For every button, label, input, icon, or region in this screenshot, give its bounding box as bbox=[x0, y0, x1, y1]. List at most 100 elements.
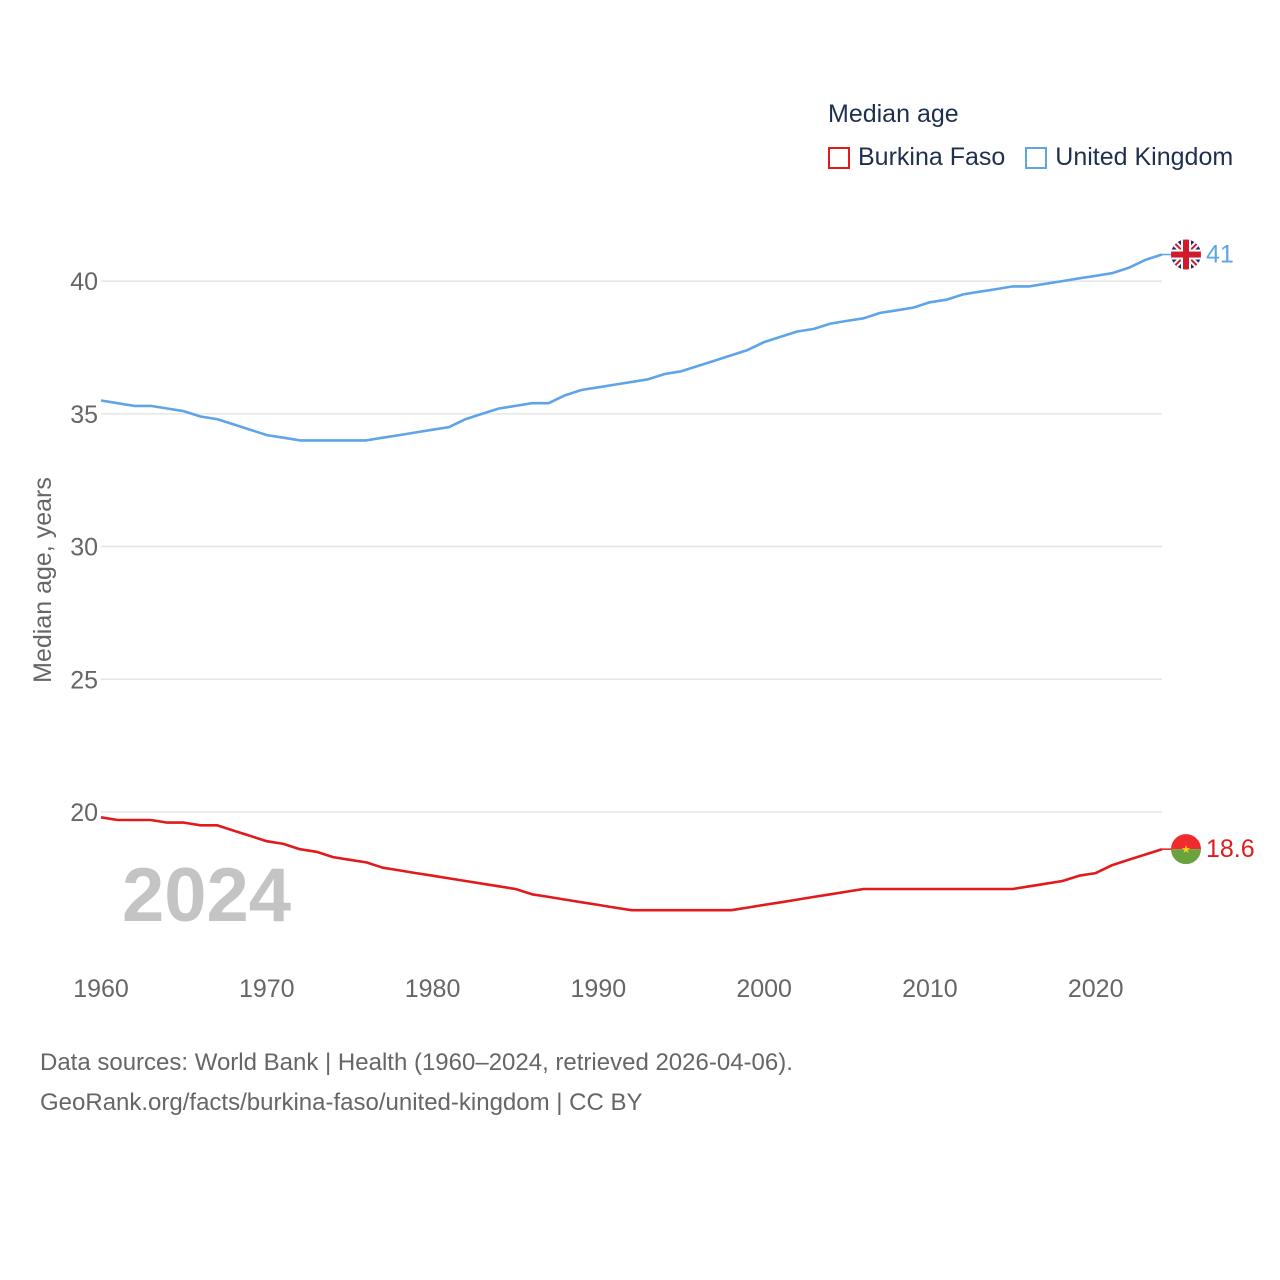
data-point-united-kingdom[interactable] bbox=[546, 400, 552, 406]
data-point-united-kingdom[interactable] bbox=[993, 286, 999, 292]
data-point-united-kingdom[interactable] bbox=[977, 289, 983, 295]
data-point-united-kingdom[interactable] bbox=[529, 400, 535, 406]
data-point-burkina-faso[interactable] bbox=[1043, 881, 1049, 887]
data-point-united-kingdom[interactable] bbox=[264, 432, 270, 438]
data-point-burkina-faso[interactable] bbox=[280, 841, 286, 847]
data-point-burkina-faso[interactable] bbox=[1142, 851, 1148, 857]
data-point-united-kingdom[interactable] bbox=[479, 411, 485, 417]
data-point-united-kingdom[interactable] bbox=[877, 310, 883, 316]
data-point-burkina-faso[interactable] bbox=[678, 907, 684, 913]
data-point-burkina-faso[interactable] bbox=[1126, 857, 1132, 863]
data-point-united-kingdom[interactable] bbox=[380, 435, 386, 441]
data-point-united-kingdom[interactable] bbox=[861, 315, 867, 321]
data-point-united-kingdom[interactable] bbox=[247, 427, 253, 433]
data-point-united-kingdom[interactable] bbox=[1142, 257, 1148, 263]
data-point-burkina-faso[interactable] bbox=[562, 897, 568, 903]
data-point-united-kingdom[interactable] bbox=[1026, 283, 1032, 289]
data-point-burkina-faso[interactable] bbox=[827, 891, 833, 897]
data-point-united-kingdom[interactable] bbox=[711, 358, 717, 364]
data-point-united-kingdom[interactable] bbox=[662, 371, 668, 377]
data-point-burkina-faso[interactable] bbox=[479, 881, 485, 887]
data-point-burkina-faso[interactable] bbox=[943, 886, 949, 892]
data-point-united-kingdom[interactable] bbox=[148, 403, 154, 409]
data-point-burkina-faso[interactable] bbox=[993, 886, 999, 892]
data-point-burkina-faso[interactable] bbox=[297, 846, 303, 852]
data-point-burkina-faso[interactable] bbox=[645, 907, 651, 913]
data-point-united-kingdom[interactable] bbox=[131, 403, 137, 409]
data-point-burkina-faso[interactable] bbox=[164, 820, 170, 826]
data-point-burkina-faso[interactable] bbox=[1093, 870, 1099, 876]
legend-item-united-kingdom[interactable]: United Kingdom bbox=[1025, 143, 1233, 172]
data-point-united-kingdom[interactable] bbox=[695, 363, 701, 369]
data-point-burkina-faso[interactable] bbox=[595, 902, 601, 908]
data-point-burkina-faso[interactable] bbox=[446, 875, 452, 881]
data-point-united-kingdom[interactable] bbox=[960, 291, 966, 297]
data-point-united-kingdom[interactable] bbox=[794, 329, 800, 335]
data-point-burkina-faso[interactable] bbox=[231, 828, 237, 834]
data-point-burkina-faso[interactable] bbox=[960, 886, 966, 892]
data-point-burkina-faso[interactable] bbox=[711, 907, 717, 913]
data-point-united-kingdom[interactable] bbox=[844, 318, 850, 324]
data-point-burkina-faso[interactable] bbox=[430, 873, 436, 879]
data-point-united-kingdom[interactable] bbox=[579, 387, 585, 393]
data-point-united-kingdom[interactable] bbox=[496, 406, 502, 412]
data-point-burkina-faso[interactable] bbox=[181, 820, 187, 826]
data-point-united-kingdom[interactable] bbox=[678, 368, 684, 374]
data-point-burkina-faso[interactable] bbox=[1060, 878, 1066, 884]
data-point-burkina-faso[interactable] bbox=[579, 899, 585, 905]
data-point-united-kingdom[interactable] bbox=[562, 392, 568, 398]
data-point-united-kingdom[interactable] bbox=[595, 384, 601, 390]
data-point-united-kingdom[interactable] bbox=[1076, 275, 1082, 281]
data-point-burkina-faso[interactable] bbox=[148, 817, 154, 823]
data-point-burkina-faso[interactable] bbox=[629, 907, 635, 913]
data-point-burkina-faso[interactable] bbox=[894, 886, 900, 892]
data-point-burkina-faso[interactable] bbox=[612, 905, 618, 911]
data-point-united-kingdom[interactable] bbox=[1109, 270, 1115, 276]
data-point-united-kingdom[interactable] bbox=[280, 435, 286, 441]
data-point-united-kingdom[interactable] bbox=[347, 437, 353, 443]
data-point-burkina-faso[interactable] bbox=[1109, 862, 1115, 868]
data-point-united-kingdom[interactable] bbox=[197, 413, 203, 419]
data-point-united-kingdom[interactable] bbox=[413, 429, 419, 435]
data-point-united-kingdom[interactable] bbox=[1043, 281, 1049, 287]
data-point-burkina-faso[interactable] bbox=[877, 886, 883, 892]
data-point-united-kingdom[interactable] bbox=[396, 432, 402, 438]
data-point-burkina-faso[interactable] bbox=[247, 833, 253, 839]
data-point-burkina-faso[interactable] bbox=[794, 897, 800, 903]
series-line-burkina-faso[interactable] bbox=[100, 816, 1163, 912]
data-point-burkina-faso[interactable] bbox=[778, 899, 784, 905]
data-point-united-kingdom[interactable] bbox=[512, 403, 518, 409]
data-point-burkina-faso[interactable] bbox=[314, 849, 320, 855]
data-point-united-kingdom[interactable] bbox=[612, 382, 618, 388]
data-point-united-kingdom[interactable] bbox=[894, 307, 900, 313]
data-point-burkina-faso[interactable] bbox=[131, 817, 137, 823]
series-line-united-kingdom[interactable] bbox=[100, 253, 1163, 442]
data-point-burkina-faso[interactable] bbox=[347, 857, 353, 863]
data-point-burkina-faso[interactable] bbox=[910, 886, 916, 892]
data-point-united-kingdom[interactable] bbox=[1010, 283, 1016, 289]
data-point-burkina-faso[interactable] bbox=[264, 838, 270, 844]
data-point-burkina-faso[interactable] bbox=[512, 886, 518, 892]
data-point-burkina-faso[interactable] bbox=[977, 886, 983, 892]
data-point-burkina-faso[interactable] bbox=[728, 907, 734, 913]
data-point-burkina-faso[interactable] bbox=[546, 894, 552, 900]
data-point-burkina-faso[interactable] bbox=[496, 883, 502, 889]
data-point-united-kingdom[interactable] bbox=[330, 437, 336, 443]
legend-item-burkina-faso[interactable]: Burkina Faso bbox=[828, 143, 1005, 172]
data-point-burkina-faso[interactable] bbox=[98, 814, 104, 820]
data-point-united-kingdom[interactable] bbox=[314, 437, 320, 443]
data-point-united-kingdom[interactable] bbox=[943, 297, 949, 303]
data-point-united-kingdom[interactable] bbox=[463, 416, 469, 422]
data-point-burkina-faso[interactable] bbox=[1010, 886, 1016, 892]
data-point-burkina-faso[interactable] bbox=[396, 867, 402, 873]
data-point-burkina-faso[interactable] bbox=[745, 905, 751, 911]
data-point-united-kingdom[interactable] bbox=[214, 416, 220, 422]
data-point-united-kingdom[interactable] bbox=[297, 437, 303, 443]
data-point-burkina-faso[interactable] bbox=[662, 907, 668, 913]
data-point-united-kingdom[interactable] bbox=[778, 334, 784, 340]
data-point-burkina-faso[interactable] bbox=[861, 886, 867, 892]
data-point-united-kingdom[interactable] bbox=[811, 326, 817, 332]
data-point-burkina-faso[interactable] bbox=[1076, 873, 1082, 879]
data-point-burkina-faso[interactable] bbox=[761, 902, 767, 908]
data-point-burkina-faso[interactable] bbox=[695, 907, 701, 913]
